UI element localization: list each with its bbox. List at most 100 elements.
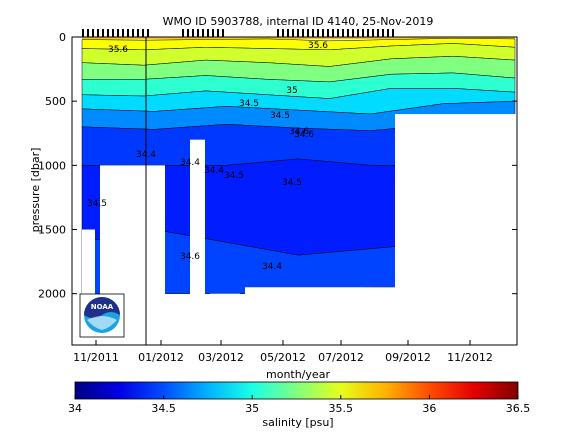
plot-area	[81, 37, 517, 345]
profile-mark	[372, 29, 374, 37]
profile-mark	[362, 29, 364, 37]
salinity-layer-surface	[82, 37, 515, 40]
y-tick-label: 0	[59, 31, 66, 44]
profile-marks	[82, 29, 394, 37]
profile-mark	[347, 29, 349, 37]
profile-mark	[147, 29, 149, 37]
profile-mark	[187, 29, 189, 37]
profile-mark	[122, 29, 124, 37]
profile-mark	[377, 29, 379, 37]
contour-label: 34.5	[224, 171, 244, 181]
profile-mark	[302, 29, 304, 37]
colorbar-gradient	[74, 381, 519, 400]
profile-mark	[132, 29, 134, 37]
profile-mark	[207, 29, 209, 37]
y-tick-label: 1500	[38, 224, 66, 237]
x-tick-label: 11/2011	[73, 351, 119, 364]
svg-text:NOAA: NOAA	[91, 303, 114, 311]
profile-mark	[82, 29, 84, 37]
contour-label: 34.4	[136, 150, 156, 160]
contour-label: 34.4	[262, 262, 282, 272]
contour-labels: 35.6 35.63534.434.434.434.534.534.534.634…	[87, 41, 328, 272]
profile-mark	[202, 29, 204, 37]
profile-mark	[287, 29, 289, 37]
contour-label: 35.6	[308, 41, 328, 51]
profile-mark	[367, 29, 369, 37]
no-data-gap	[245, 287, 395, 345]
profile-mark	[137, 29, 139, 37]
contour-label: 34.5	[282, 178, 302, 188]
colorbar	[74, 381, 519, 400]
y-axis-label: pressure [dbar]	[29, 148, 42, 233]
x-axis-ticks: 11/2011 01/2012 03/2012 05/2012 07/2012 09/20…	[73, 340, 493, 364]
profile-mark	[277, 29, 279, 37]
profile-mark	[217, 29, 219, 37]
profile-mark	[357, 29, 359, 37]
profile-mark	[192, 29, 194, 37]
profile-mark	[392, 29, 394, 37]
contour-label: 34.5	[239, 99, 259, 109]
profile-mark	[102, 29, 104, 37]
colorbar-ticks: 34 34.5 35 35.5 36 36.5	[68, 395, 530, 415]
profile-mark	[142, 29, 144, 37]
profile-mark	[332, 29, 334, 37]
chart-title: WMO ID 5903788, internal ID 4140, 25-Nov…	[163, 15, 434, 28]
colorbar-label: salinity [psu]	[262, 416, 333, 429]
x-tick-label: 05/2012	[260, 351, 306, 364]
x-tick-label: 07/2012	[318, 351, 364, 364]
contour-label: 34.6	[294, 130, 314, 140]
contour-label: 34.5	[87, 199, 107, 209]
contour-label: 35.6	[108, 45, 128, 55]
contour-label: 35	[286, 86, 297, 96]
profile-mark	[317, 29, 319, 37]
profile-mark	[292, 29, 294, 37]
contour-label: 34.6	[289, 127, 309, 137]
colorbar-tick-label: 34	[68, 402, 82, 415]
profile-mark	[387, 29, 389, 37]
profile-mark	[352, 29, 354, 37]
contour-label: 34.4	[180, 158, 200, 168]
contour-label: 34.5	[270, 111, 290, 121]
no-data-gap	[190, 139, 205, 345]
x-tick-label: 03/2012	[198, 351, 244, 364]
profile-mark	[307, 29, 309, 37]
profile-mark	[342, 29, 344, 37]
noaa-logo: NOAA	[79, 293, 125, 338]
no-data-gap	[210, 293, 240, 345]
profile-mark	[222, 29, 224, 37]
colorbar-tick-label: 35	[245, 402, 259, 415]
profile-mark	[182, 29, 184, 37]
colorbar-tick-label: 34.5	[151, 402, 176, 415]
colorbar-tick-label: 36	[422, 402, 436, 415]
colorbar-tick-label: 36.5	[506, 402, 531, 415]
y-axis-ticks: 0 500 1000 1500 2000	[38, 31, 517, 301]
y-tick-label: 1000	[38, 159, 66, 172]
profile-mark	[382, 29, 384, 37]
profile-mark	[112, 29, 114, 37]
plot-frame	[71, 36, 518, 346]
contour-label: 34.4	[204, 166, 224, 176]
profile-mark	[97, 29, 99, 37]
x-tick-label: 09/2012	[385, 351, 431, 364]
x-axis-label: month/year	[266, 368, 330, 381]
profile-mark	[282, 29, 284, 37]
contour-label: 34.6	[180, 252, 200, 262]
x-tick-label: 11/2012	[447, 351, 493, 364]
profile-mark	[212, 29, 214, 37]
profile-mark	[327, 29, 329, 37]
profile-mark	[297, 29, 299, 37]
y-tick-label: 500	[45, 95, 66, 108]
profile-mark	[117, 29, 119, 37]
no-data-gap	[395, 114, 517, 345]
x-tick-label: 01/2012	[138, 351, 184, 364]
profile-mark	[92, 29, 94, 37]
profile-mark	[107, 29, 109, 37]
profile-mark	[337, 29, 339, 37]
y-tick-label: 2000	[38, 288, 66, 301]
profile-mark	[127, 29, 129, 37]
profile-mark	[197, 29, 199, 37]
profile-mark	[87, 29, 89, 37]
profile-mark	[312, 29, 314, 37]
profile-mark	[322, 29, 324, 37]
